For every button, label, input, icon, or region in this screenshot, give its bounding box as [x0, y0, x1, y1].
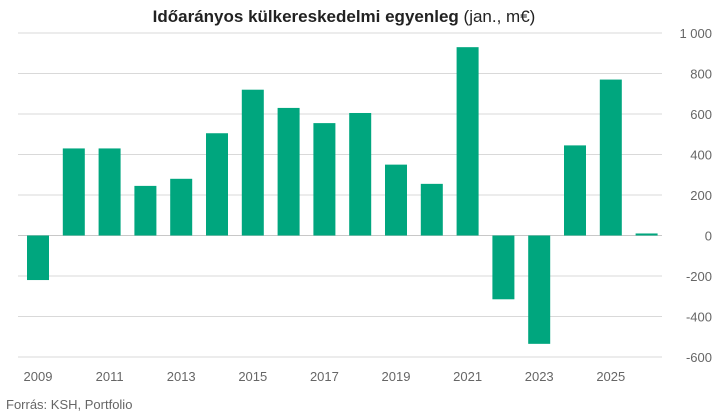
y-tick-label: 400: [690, 148, 712, 163]
bar-2023: [528, 235, 551, 344]
chart-title-suffix: (jan., m€): [459, 7, 536, 26]
bar-2026: [635, 233, 658, 236]
bar-2018: [349, 112, 372, 236]
bars: [27, 47, 658, 344]
bar-2010: [62, 148, 85, 236]
x-tick-label: 2019: [382, 369, 411, 384]
grid: [18, 32, 662, 358]
bar-2024: [564, 145, 586, 236]
bar-2021: [456, 47, 479, 236]
x-axis-labels: 2009 2011 2013 2015 2017 2019 2021 2023 2025: [24, 369, 626, 384]
bar-2009: [27, 235, 49, 281]
bar-2020: [420, 183, 443, 236]
bar-2025: [599, 79, 622, 236]
x-tick-label: 2017: [310, 369, 339, 384]
bar-2012: [134, 185, 157, 236]
bar-2017: [313, 123, 336, 236]
y-tick-label: -200: [686, 269, 712, 284]
bar-2014: [206, 133, 228, 236]
x-tick-label: 2023: [525, 369, 554, 384]
x-tick-label: 2009: [24, 369, 53, 384]
x-tick-label: 2013: [167, 369, 196, 384]
bar-2019: [385, 164, 407, 236]
chart-title: Időarányos külkereskedelmi egyenleg (jan…: [153, 7, 536, 26]
bar-2016: [277, 107, 300, 236]
y-tick-label: 800: [690, 67, 712, 82]
x-tick-label: 2025: [596, 369, 625, 384]
source-note: Forrás: KSH, Portfolio: [6, 397, 132, 412]
y-axis-labels: 1 000 800 600 400 200 0 -200 -400 -600: [679, 26, 712, 365]
x-tick-label: 2021: [453, 369, 482, 384]
y-tick-label: 1 000: [679, 26, 712, 41]
y-tick-label: 200: [690, 188, 712, 203]
y-tick-label: 600: [690, 107, 712, 122]
y-tick-label: -600: [686, 350, 712, 365]
bar-2022: [492, 235, 515, 300]
x-tick-label: 2011: [96, 369, 124, 384]
y-tick-label: 0: [705, 229, 712, 244]
bar-2015: [241, 89, 264, 236]
y-tick-label: -400: [686, 310, 712, 325]
x-tick-label: 2015: [238, 369, 267, 384]
chart-title-main: Időarányos külkereskedelmi egyenleg: [153, 7, 459, 26]
bar-2011: [98, 148, 121, 236]
bar-2013: [170, 178, 193, 236]
